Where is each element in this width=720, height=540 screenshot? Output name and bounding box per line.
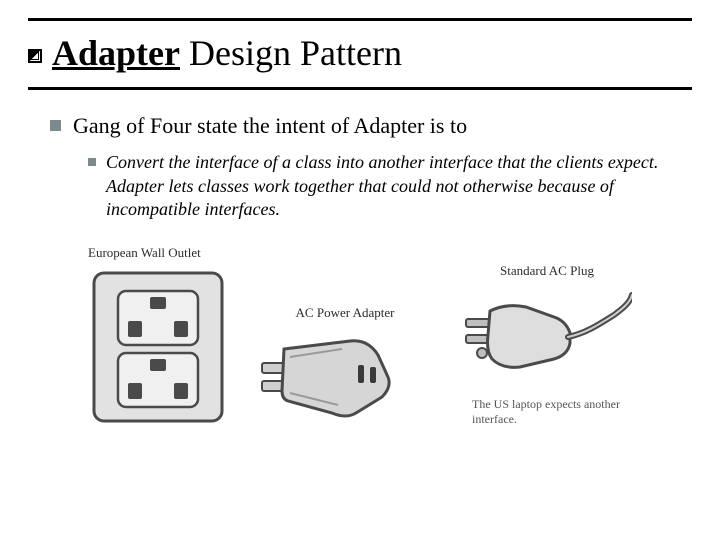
bullet-level2: Convert the interface of a class into an… [50, 151, 692, 221]
figure-item-adapter: AC Power Adapter [260, 305, 430, 427]
top-rule [28, 18, 692, 21]
plug-note: The US laptop expects another interface. [472, 397, 622, 427]
adapter-label: AC Power Adapter [296, 305, 395, 321]
level1-text: Gang of Four state the intent of Adapter… [73, 112, 467, 140]
title-row: Adapter Design Pattern [28, 35, 692, 73]
slide-container: Adapter Design Pattern Gang of Four stat… [0, 0, 720, 540]
level2-text: Convert the interface of a class into an… [106, 151, 666, 221]
mid-rule [28, 87, 692, 90]
slide-body: Gang of Four state the intent of Adapter… [28, 112, 692, 428]
outlet-icon [88, 267, 228, 427]
title-bullet-icon [28, 49, 42, 63]
plug-icon [462, 285, 632, 385]
plug-label: Standard AC Plug [500, 263, 594, 279]
title-emphasis: Adapter [52, 33, 180, 73]
adapter-icon [260, 327, 430, 427]
square-bullet-icon [88, 158, 96, 166]
bullet-level1: Gang of Four state the intent of Adapter… [50, 112, 692, 140]
title-rest: Design Pattern [180, 33, 402, 73]
figure-item-outlet: European Wall Outlet [88, 245, 228, 427]
adapter-figure: European Wall Outlet AC Power A [50, 245, 692, 427]
figure-item-plug: Standard AC Plug The US laptop expects a… [462, 263, 632, 427]
slide-title: Adapter Design Pattern [52, 35, 402, 73]
square-bullet-icon [50, 120, 61, 131]
outlet-label: European Wall Outlet [88, 245, 228, 261]
